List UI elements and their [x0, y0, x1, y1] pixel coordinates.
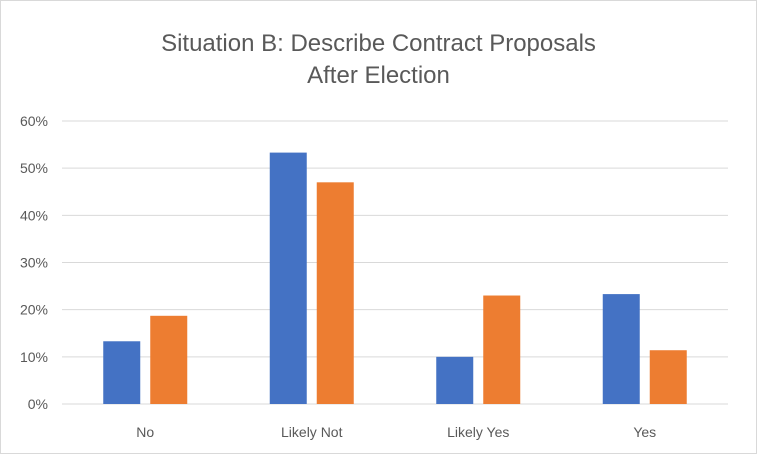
y-tick-label: 60%: [20, 113, 48, 129]
bar: [103, 341, 141, 404]
x-tick-label: Likely Yes: [447, 424, 509, 440]
y-tick-label: 40%: [20, 207, 48, 223]
y-tick-label: 30%: [20, 255, 48, 271]
y-tick-label: 50%: [20, 160, 48, 176]
bar: [436, 356, 474, 404]
y-tick-label: 0%: [28, 396, 48, 412]
y-tick-label: 10%: [20, 349, 48, 365]
bar: [316, 182, 354, 404]
y-tick-label: 20%: [20, 302, 48, 318]
x-tick-label: Yes: [633, 424, 656, 440]
chart-title-line-2: After Election: [307, 62, 450, 89]
chart-title-line-1: Situation B: Describe Contract Proposals: [161, 30, 596, 57]
x-tick-label: Likely Not: [281, 424, 343, 440]
bar: [269, 152, 307, 404]
x-tick-label: No: [136, 424, 154, 440]
bar: [483, 295, 521, 404]
chart-title: Situation B: Describe Contract Proposals…: [0, 28, 757, 92]
bar: [150, 315, 188, 404]
bar: [649, 350, 687, 404]
bar: [602, 294, 640, 404]
